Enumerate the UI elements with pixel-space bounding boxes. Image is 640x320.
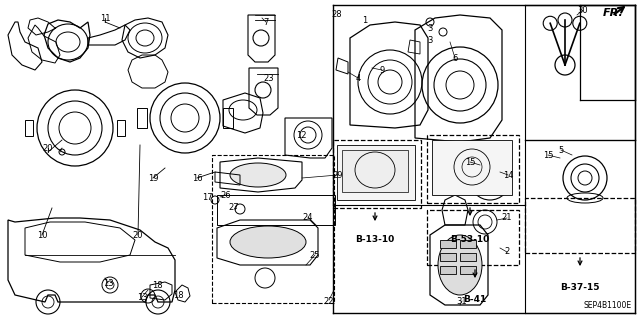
Polygon shape (342, 150, 408, 192)
Text: 2: 2 (504, 247, 509, 257)
Text: 22: 22 (324, 297, 334, 306)
Ellipse shape (230, 163, 286, 187)
Text: 28: 28 (332, 10, 342, 19)
Polygon shape (440, 253, 456, 261)
Ellipse shape (438, 235, 482, 295)
Text: 1: 1 (362, 15, 367, 25)
Text: 25: 25 (310, 251, 320, 260)
Polygon shape (440, 266, 456, 274)
Text: 9: 9 (380, 66, 385, 75)
Text: B-37-15: B-37-15 (560, 284, 600, 292)
Text: 3: 3 (428, 36, 433, 44)
Text: 18: 18 (173, 292, 183, 300)
Bar (212, 155, 334, 303)
Text: B-13-10: B-13-10 (355, 236, 395, 244)
Text: 23: 23 (264, 74, 275, 83)
Text: 15: 15 (465, 157, 476, 166)
Text: B-53-10: B-53-10 (451, 236, 490, 244)
Text: 21: 21 (502, 213, 512, 222)
Text: 19: 19 (148, 173, 158, 182)
Bar (337, 145, 415, 200)
Text: 24: 24 (303, 212, 313, 221)
Text: 16: 16 (192, 173, 202, 182)
Text: 5: 5 (558, 146, 564, 155)
Ellipse shape (230, 226, 306, 258)
Text: 12: 12 (296, 131, 307, 140)
Text: 20: 20 (132, 230, 143, 239)
Bar (333, 140, 421, 208)
Text: 17: 17 (202, 194, 212, 203)
Polygon shape (440, 240, 456, 248)
Bar (432, 140, 512, 195)
Bar (217, 195, 335, 225)
Text: 11: 11 (100, 13, 110, 22)
Bar (427, 210, 519, 265)
Bar (525, 198, 635, 253)
Text: SEP4B1100E: SEP4B1100E (584, 301, 632, 310)
Text: 27: 27 (228, 204, 239, 212)
Bar (427, 135, 519, 203)
Text: 13: 13 (102, 278, 113, 287)
Text: 29: 29 (333, 171, 343, 180)
Polygon shape (460, 240, 476, 248)
Text: 20: 20 (43, 143, 53, 153)
Text: 10: 10 (36, 230, 47, 239)
Text: B-41: B-41 (463, 295, 486, 305)
Text: 30: 30 (578, 5, 588, 14)
Text: 26: 26 (221, 190, 231, 199)
Text: 31: 31 (457, 297, 467, 306)
Text: 15: 15 (543, 150, 553, 159)
Text: 6: 6 (452, 53, 458, 62)
Text: 4: 4 (355, 74, 360, 83)
Text: 3: 3 (428, 23, 433, 33)
Polygon shape (460, 253, 476, 261)
Text: 14: 14 (503, 171, 513, 180)
Text: 7: 7 (263, 18, 269, 27)
Text: 13: 13 (137, 292, 147, 301)
Text: FR.: FR. (603, 8, 624, 18)
Text: 18: 18 (152, 281, 163, 290)
Polygon shape (460, 266, 476, 274)
